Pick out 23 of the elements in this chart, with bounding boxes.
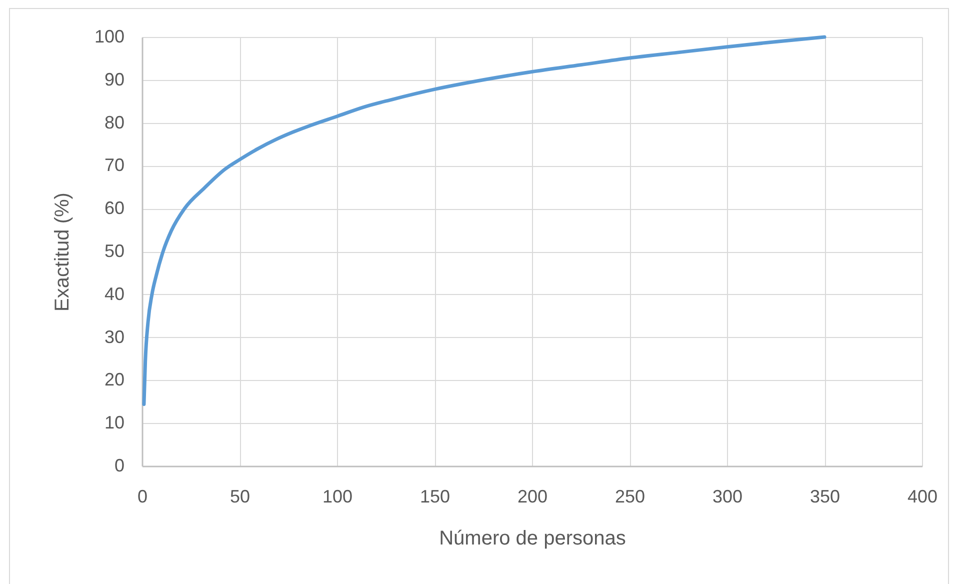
x-tick-label: 350	[810, 486, 840, 506]
x-tick-label: 300	[712, 486, 743, 506]
y-axis-title: Exactitud (%)	[51, 192, 74, 312]
x-tick-label: 150	[420, 486, 450, 506]
y-tick-label: 70	[104, 155, 124, 176]
x-tick-label: 200	[517, 486, 548, 506]
y-tick-label: 0	[114, 456, 124, 476]
x-tick-label: 100	[322, 486, 353, 506]
y-tick-label: 20	[104, 370, 124, 390]
y-tick-label: 40	[104, 284, 124, 304]
x-tick-label: 50	[230, 486, 250, 506]
x-tick-label: 400	[907, 486, 938, 506]
x-axis-title: Número de personas	[439, 528, 626, 550]
x-tick-label: 0	[137, 486, 148, 506]
y-tick-label: 50	[104, 241, 124, 261]
y-tick-label: 80	[104, 112, 124, 132]
y-tick-label: 60	[104, 198, 124, 218]
y-tick-label: 10	[104, 412, 124, 433]
y-tick-label: 30	[104, 326, 124, 347]
y-tick-label: 90	[104, 69, 124, 90]
line-series	[142, 35, 826, 406]
y-tick-label: 100	[94, 26, 124, 46]
x-tick-label: 250	[614, 486, 646, 506]
